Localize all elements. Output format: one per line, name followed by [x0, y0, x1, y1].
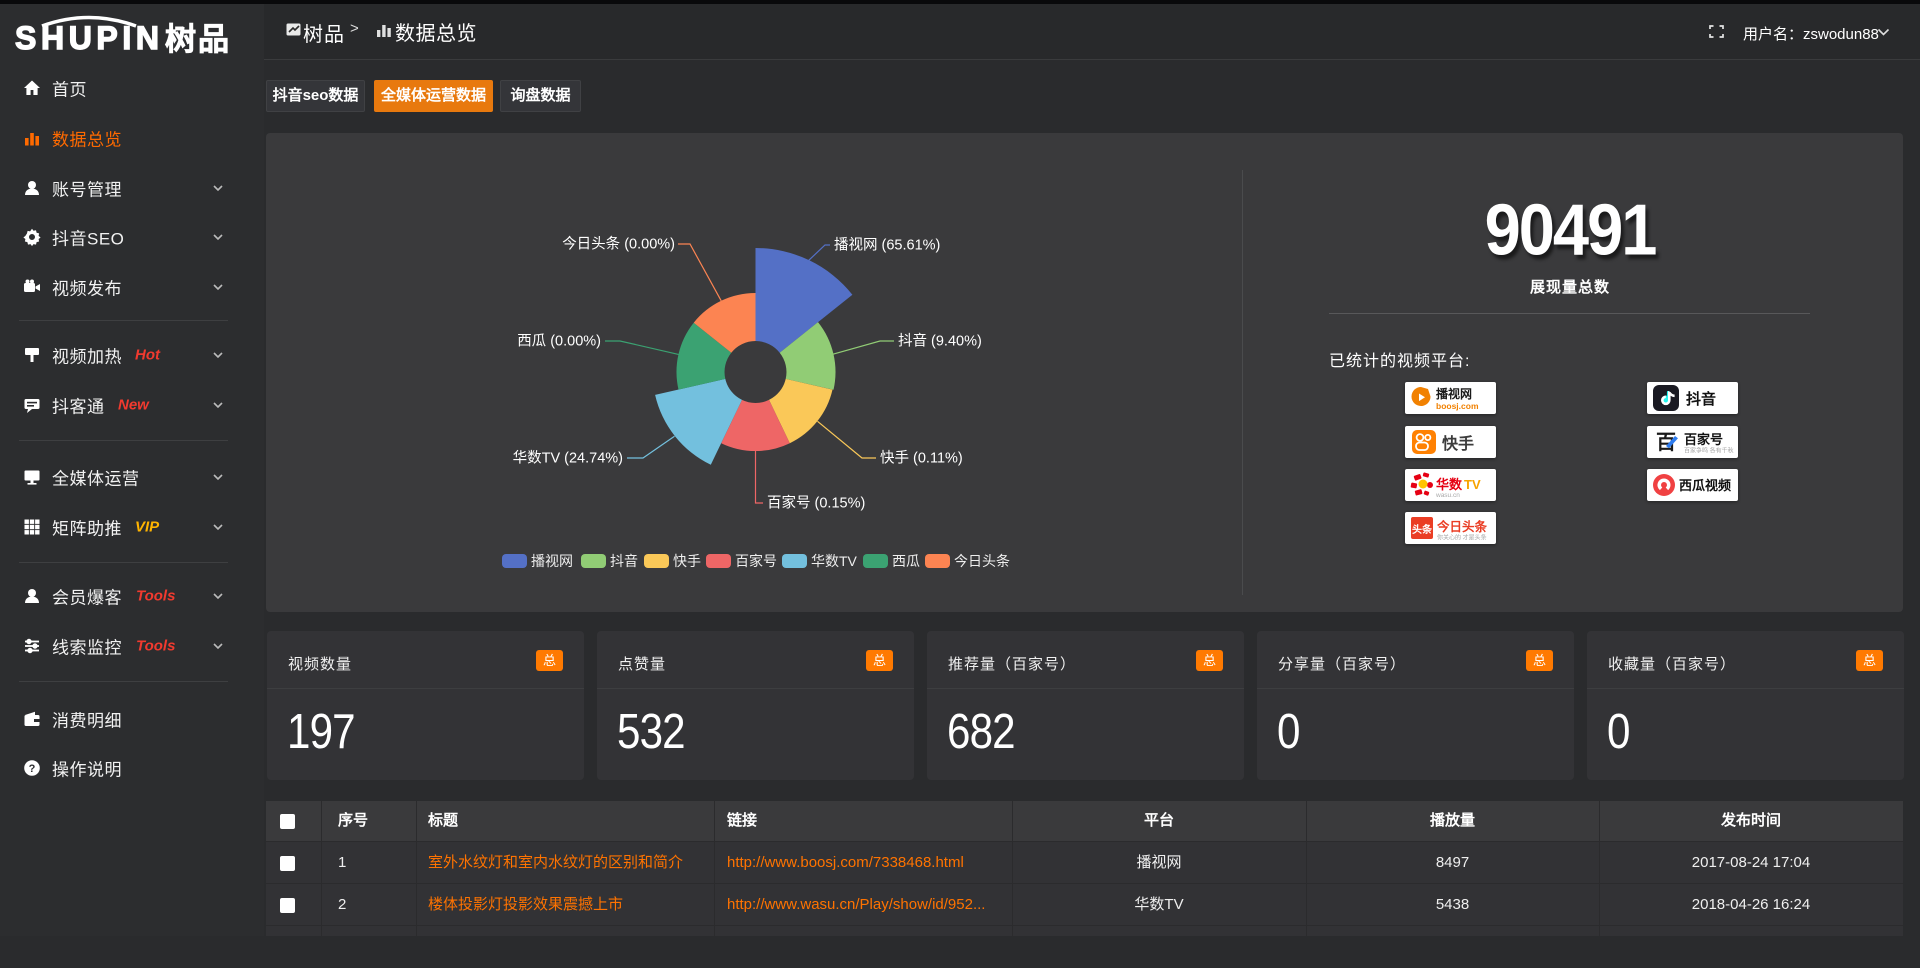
svg-text:快手: 快手 — [673, 553, 701, 569]
svg-text:百: 百 — [1656, 432, 1676, 454]
svg-text:百家号: 百家号 — [735, 553, 777, 569]
svg-text:华数TV: 华数TV — [811, 553, 858, 569]
svg-text:wasu.cn: wasu.cn — [1435, 492, 1460, 499]
svg-text:今日头条 (0.00%): 今日头条 (0.00%) — [562, 236, 675, 253]
svg-text:抖音 (9.40%): 抖音 (9.40%) — [898, 333, 982, 350]
svg-text:TV: TV — [1464, 477, 1481, 492]
svg-text:?: ? — [29, 763, 36, 775]
svg-text:boosj.com: boosj.com — [1436, 401, 1479, 411]
svg-text:百家争鸣 各有千秋: 百家争鸣 各有千秋 — [1684, 447, 1734, 455]
svg-text:播视网: 播视网 — [531, 553, 573, 569]
svg-text:快手: 快手 — [1442, 434, 1474, 453]
svg-text:头条: 头条 — [1412, 523, 1433, 536]
svg-text:西瓜: 西瓜 — [892, 553, 920, 569]
svg-text:百家号: 百家号 — [1684, 432, 1723, 447]
svg-text:SHUPIN: SHUPIN — [15, 20, 159, 54]
svg-text:你关心的 才是头条: 你关心的 才是头条 — [1437, 534, 1487, 542]
svg-text:抖音: 抖音 — [1686, 390, 1716, 408]
svg-text:播视网 (65.61%): 播视网 (65.61%) — [834, 237, 940, 254]
svg-text:西瓜 (0.00%): 西瓜 (0.00%) — [517, 334, 601, 350]
svg-text:抖音: 抖音 — [610, 553, 638, 569]
svg-text:播视网: 播视网 — [1436, 386, 1472, 401]
svg-text:树品: 树品 — [165, 22, 229, 54]
svg-text:华数: 华数 — [1436, 477, 1463, 492]
svg-text:快手 (0.11%): 快手 (0.11%) — [880, 450, 963, 467]
svg-text:今日头条: 今日头条 — [954, 553, 1010, 569]
svg-text:百家号 (0.15%): 百家号 (0.15%) — [767, 495, 865, 512]
svg-text:华数TV (24.74%): 华数TV (24.74%) — [513, 450, 623, 467]
svg-text:西瓜视频: 西瓜视频 — [1679, 478, 1731, 493]
svg-text:今日头条: 今日头条 — [1436, 519, 1488, 534]
